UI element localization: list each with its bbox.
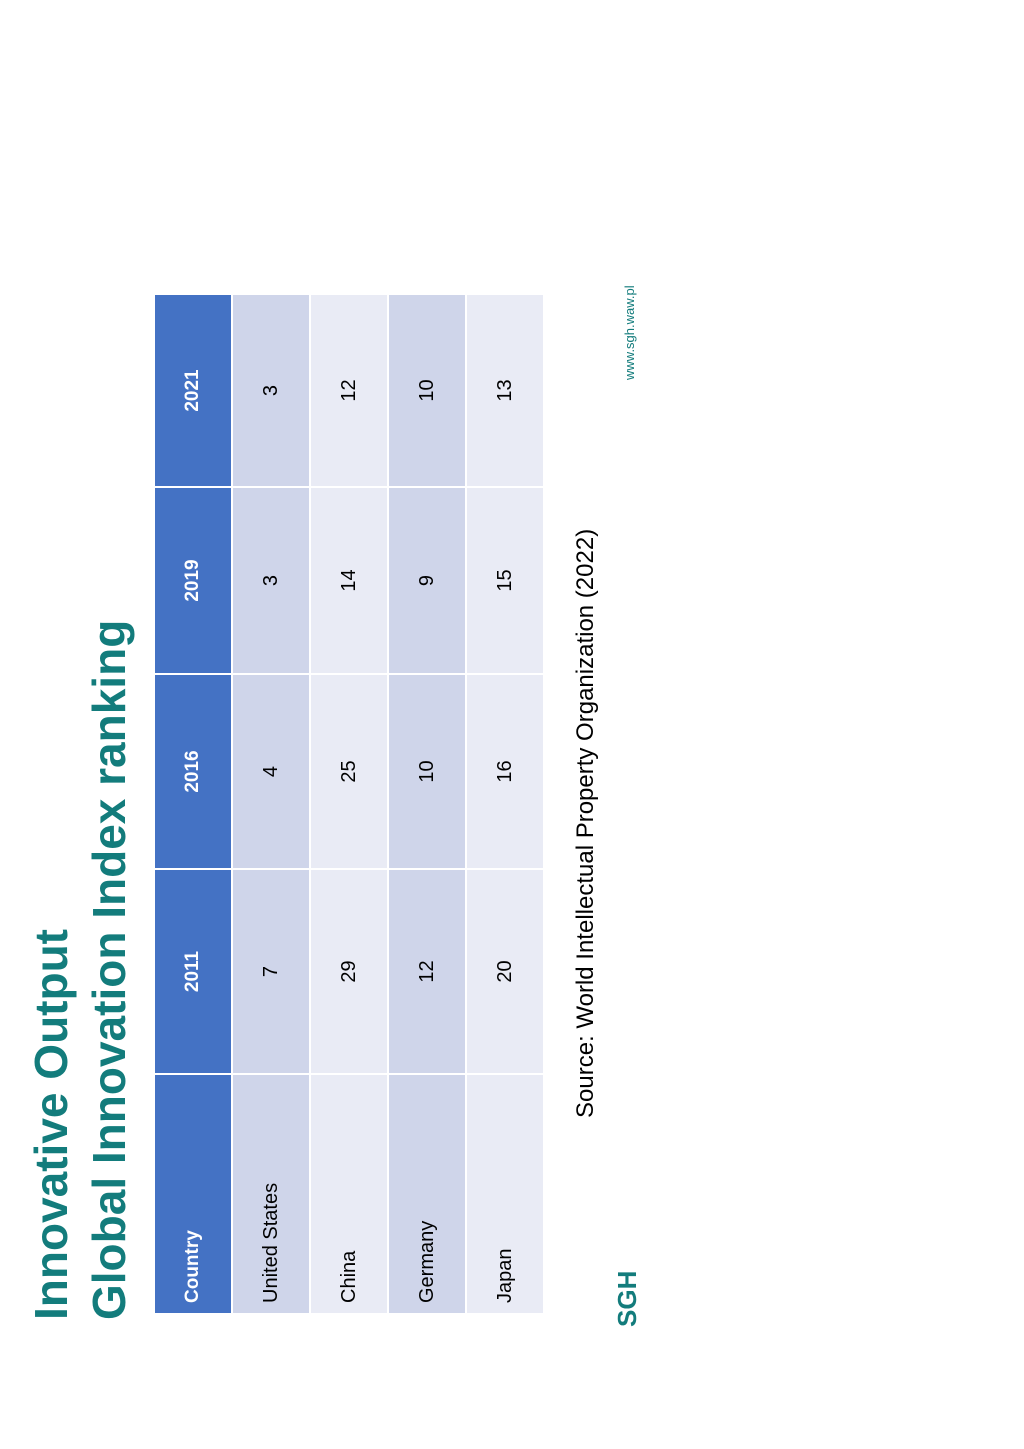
- table-cell: China: [310, 1074, 388, 1314]
- source: Source: World Intellectual Property Orga…: [572, 528, 599, 1118]
- table-row: United States 7 4 3 3: [232, 294, 310, 1314]
- subtitle: Global Innovation Index ranking: [83, 619, 135, 1320]
- table-cell: 12: [310, 294, 388, 487]
- table-cell: Germany: [388, 1074, 466, 1314]
- url: www.sgh.waw.pl: [622, 285, 637, 380]
- table-cell: 12: [388, 869, 466, 1074]
- table-cell: 29: [310, 869, 388, 1074]
- column-header: 2021: [154, 294, 232, 487]
- title-block: Innovative Output Global Innovation Inde…: [22, 620, 138, 1320]
- column-header: 2016: [154, 674, 232, 869]
- table-cell: 20: [466, 869, 544, 1074]
- table-row: Germany 12 10 9 10: [388, 294, 466, 1314]
- table-row: China 29 25 14 12: [310, 294, 388, 1314]
- table-cell: Japan: [466, 1074, 544, 1314]
- table-cell: 25: [310, 674, 388, 869]
- header-row: Country 2011 2016 2019 2021: [154, 294, 232, 1314]
- ranking-table: Country 2011 2016 2019 2021 United States 7 4 3…: [153, 293, 545, 1315]
- table-cell: United States: [232, 1074, 310, 1314]
- column-header: 2019: [154, 487, 232, 674]
- table-cell: 16: [466, 674, 544, 869]
- column-header: Country: [154, 1074, 232, 1314]
- title: Innovative Output: [25, 929, 77, 1320]
- table-cell: 3: [232, 294, 310, 487]
- table-cell: 10: [388, 294, 466, 487]
- table-cell: 13: [466, 294, 544, 487]
- table-cell: 9: [388, 487, 466, 674]
- table-cell: 15: [466, 487, 544, 674]
- table-cell: 3: [232, 487, 310, 674]
- table-cell: 4: [232, 674, 310, 869]
- table-cell: 10: [388, 674, 466, 869]
- table-cell: 14: [310, 487, 388, 674]
- table-cell: 7: [232, 869, 310, 1074]
- logo: SGH: [612, 1270, 642, 1327]
- table-row: Japan 20 16 15 13: [466, 294, 544, 1314]
- column-header: 2011: [154, 869, 232, 1074]
